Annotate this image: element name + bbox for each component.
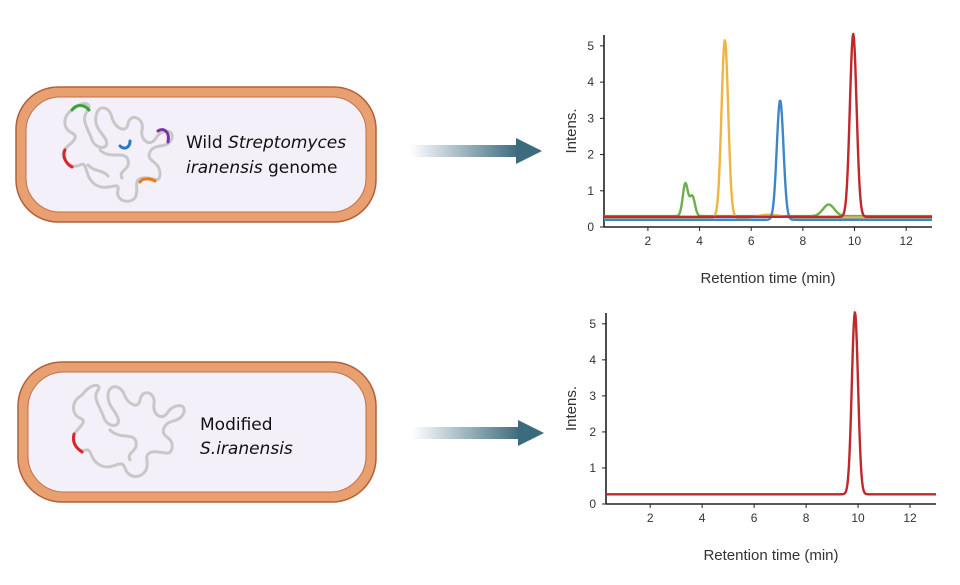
x-tick-label: 4	[699, 511, 706, 525]
x-tick-label: 12	[899, 234, 913, 248]
y-tick-label: 4	[589, 353, 596, 367]
genome-highlight-segments	[62, 104, 170, 184]
x-axis-label: Retention time (min)	[700, 270, 835, 287]
y-tick-label: 1	[587, 184, 594, 198]
wild-cell-label-line1: Wild Streptomyces	[186, 133, 346, 153]
x-axis-label: Retention time (min)	[703, 547, 838, 564]
x-tick-label: 8	[803, 511, 810, 525]
y-tick-label: 0	[587, 220, 594, 234]
x-tick-label: 6	[748, 234, 755, 248]
x-tick-label: 12	[903, 511, 917, 525]
x-tick-label: 10	[848, 234, 862, 248]
modified-cell: Modified S.iranensis	[17, 361, 377, 503]
segment-blue	[118, 139, 132, 150]
x-tick-label: 6	[751, 511, 758, 525]
y-tick-label: 0	[589, 497, 596, 511]
y-axis-label: Intens.	[563, 108, 580, 153]
arrow-1-head	[516, 138, 542, 164]
chromatogram-trace-2	[603, 99, 933, 221]
y-tick-label: 5	[589, 317, 596, 331]
chromatogram-trace-1	[603, 39, 933, 219]
x-tick-label: 4	[696, 234, 703, 248]
chromatogram-trace-0	[605, 311, 937, 496]
x-tick-label: 10	[851, 511, 865, 525]
segment-green	[70, 104, 91, 112]
y-tick-label: 3	[587, 111, 594, 125]
y-tick-label: 5	[587, 39, 594, 53]
chromatogram-trace-3	[603, 32, 933, 219]
x-tick-label: 2	[647, 511, 654, 525]
x-tick-label: 8	[800, 234, 807, 248]
y-tick-label: 1	[589, 461, 596, 475]
y-tick-label: 2	[587, 148, 594, 162]
segment-purple	[156, 128, 170, 144]
arrow-2-head	[518, 420, 544, 446]
segment-red	[62, 148, 74, 169]
arrow-1	[410, 138, 542, 164]
modified-cell-label-line1: Modified	[200, 415, 273, 435]
chromatogram-trace-0	[603, 181, 933, 218]
y-axis-label: Intens.	[563, 386, 580, 431]
y-tick-label: 3	[589, 389, 596, 403]
y-tick-label: 4	[587, 75, 594, 89]
genome-strand	[61, 102, 174, 203]
wild-cell: Wild Streptomyces iranensis genome	[15, 86, 377, 223]
arrow-2	[412, 420, 544, 446]
cell-interior	[27, 371, 367, 493]
y-tick-label: 2	[589, 425, 596, 439]
segment-orange	[138, 177, 157, 184]
cell-interior	[25, 96, 367, 213]
x-tick-label: 2	[645, 234, 652, 248]
genome-strand	[72, 383, 186, 478]
modified-cell-label-line2: S.iranensis	[200, 439, 293, 459]
arrow-1-shaft	[410, 145, 518, 157]
arrow-2-shaft	[412, 427, 520, 439]
segment-red	[72, 432, 84, 454]
wild-cell-label-line2: iranensis genome	[186, 158, 337, 178]
